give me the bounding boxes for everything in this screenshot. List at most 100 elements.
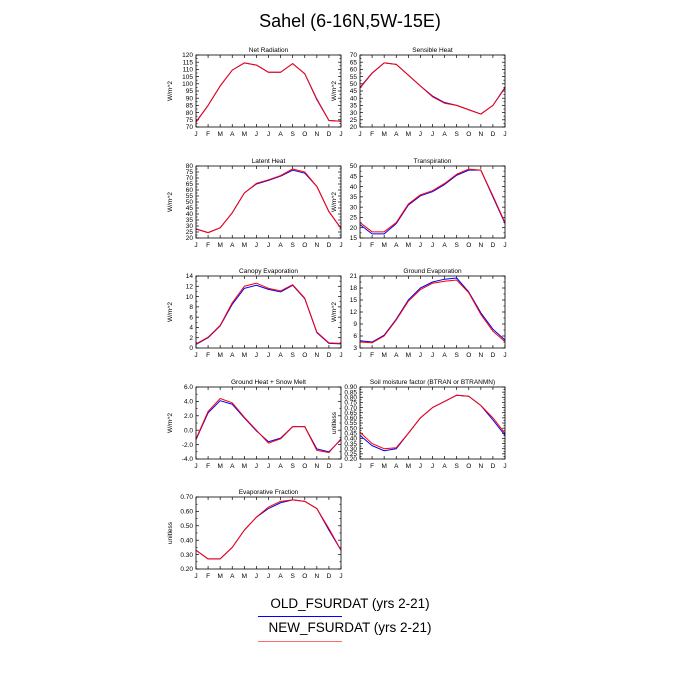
y-tick-label: 4.0 [184,399,193,406]
x-tick-label: S [454,242,459,249]
y-tick-label: 12 [350,309,358,316]
y-tick-label: 25 [350,215,358,222]
x-tick-label: F [370,352,374,359]
x-tick-label: J [419,131,422,138]
x-tick-label: J [194,573,197,580]
y-tick-label: 100 [182,81,193,88]
x-tick-label: D [491,131,496,138]
y-tick-label: 0.30 [180,552,193,559]
y-tick-label: 10 [186,294,194,301]
x-tick-label: J [358,352,361,359]
y-tick-label: 0.65 [344,410,357,417]
x-tick-label: A [442,131,447,138]
y-axis-label: W/m^2 [331,302,338,322]
y-tick-label: 45 [186,205,194,212]
plot-frame [195,496,342,570]
panel-title: Canopy Evaporation [239,268,298,275]
series-line [195,398,342,454]
x-tick-label: J [503,131,506,138]
y-tick-label: 25 [350,117,358,124]
x-tick-label: F [206,352,210,359]
y-tick-label: 18 [350,285,358,292]
x-tick-label: M [381,242,386,249]
y-tick-label: 80 [186,163,194,170]
x-tick-label: D [327,131,332,138]
panel-title: Ground Evaporation [403,268,462,275]
y-tick-label: 6 [189,314,193,321]
y-tick-label: 0.55 [344,420,357,427]
y-tick-label: 70 [350,52,358,59]
series-line [359,62,506,115]
x-tick-label: N [478,131,483,138]
x-tick-label: F [206,573,210,580]
series-line [195,400,342,453]
x-tick-label: J [503,352,506,359]
x-tick-label: O [302,352,307,359]
panel-title: Ground Heat + Snow Melt [231,379,306,386]
y-axis-label: W/m^2 [167,302,174,322]
y-tick-label: 6 [353,333,357,340]
y-tick-label: 0.25 [344,451,357,458]
x-tick-label: N [478,463,483,470]
x-tick-label: M [242,573,247,580]
y-tick-label: 120 [182,52,193,59]
y-tick-label: 0.35 [344,441,357,448]
y-tick-label: 70 [186,175,194,182]
x-tick-label: J [194,242,197,249]
y-tick-label: 0.20 [344,456,357,463]
x-tick-label: S [290,352,295,359]
x-tick-label: A [394,463,399,470]
series-line [359,279,506,344]
y-tick-label: 21 [350,273,358,280]
y-tick-label: 30 [186,223,194,230]
y-tick-label: 0.60 [180,509,193,516]
x-tick-label: O [302,131,307,138]
y-tick-label: 60 [350,67,358,74]
y-tick-label: 0.40 [180,537,193,544]
x-tick-label: N [478,352,483,359]
y-tick-label: 20 [350,124,358,131]
x-tick-label: A [278,131,283,138]
y-tick-label: 55 [186,193,194,200]
x-tick-label: D [491,463,496,470]
y-tick-label: 115 [183,59,194,66]
x-tick-label: D [327,242,332,249]
x-tick-label: S [290,573,295,580]
y-tick-label: 30 [350,110,358,117]
plot-frame [195,275,342,349]
y-tick-label: 2 [189,335,193,342]
x-tick-label: N [478,242,483,249]
series-line [359,62,506,115]
x-tick-label: F [206,463,210,470]
x-tick-label: M [242,131,247,138]
y-tick-label: 50 [350,81,358,88]
y-tick-label: 0.30 [344,446,357,453]
x-tick-label: J [419,242,422,249]
x-tick-label: M [217,352,222,359]
x-tick-label: M [217,463,222,470]
y-tick-label: 40 [350,184,358,191]
plot-frame [195,386,342,460]
y-tick-label: 40 [350,95,358,102]
chart-panel: Evaporative Fraction unitless 0.20 0.30 0.40… [167,489,343,580]
x-tick-label: N [314,573,319,580]
y-tick-label: 8 [189,304,193,311]
y-tick-label: 75 [186,169,194,176]
x-tick-label: J [267,463,270,470]
series-line [195,62,342,123]
x-tick-label: J [358,463,361,470]
x-tick-label: N [314,242,319,249]
x-tick-label: J [267,242,270,249]
x-tick-label: D [327,573,332,580]
plot-frame [359,275,506,349]
x-tick-label: J [255,131,258,138]
panel-title: Latent Heat [252,158,286,165]
x-tick-label: M [242,352,247,359]
x-tick-label: D [327,352,332,359]
series-line [359,169,506,235]
x-tick-label: A [442,463,447,470]
y-tick-label: 0.50 [344,425,357,432]
panel-title: Transpiration [414,158,452,165]
x-tick-label: M [406,352,411,359]
